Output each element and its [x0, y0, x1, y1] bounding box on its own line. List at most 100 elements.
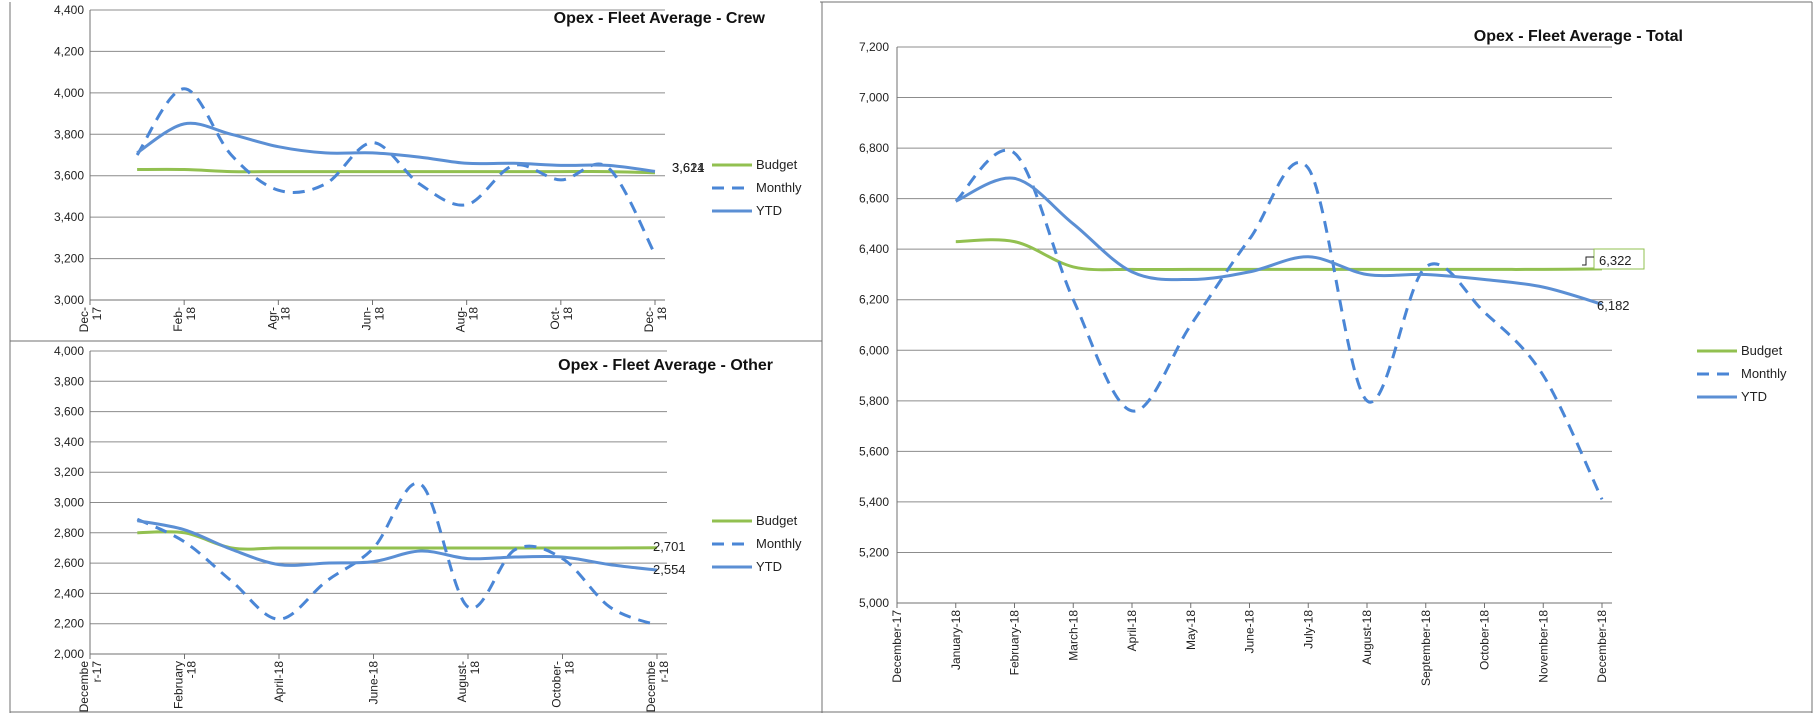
series-line-ytd [955, 176, 1603, 306]
y-tick-label: 2,200 [54, 617, 84, 631]
y-tick-label: 7,000 [859, 91, 889, 105]
x-tick-label: August-18 [455, 661, 482, 703]
x-tick-label: June-18 [367, 661, 381, 705]
x-tick-label-line: 17 [90, 307, 104, 321]
chart-title: Opex - Fleet Average - Total [1474, 28, 1683, 45]
x-tick-label-line: May-18 [1184, 610, 1198, 650]
y-tick-label: 6,000 [859, 343, 889, 357]
x-tick-label-line: Dec- [642, 307, 656, 332]
y-tick-label: 6,800 [859, 141, 889, 155]
x-tick-label: Oct-18 [548, 307, 575, 330]
series-line-monthly [136, 481, 658, 627]
y-tick-label: 3,200 [54, 465, 84, 479]
x-tick-label-line: Decembe [644, 661, 658, 713]
x-tick-label-line: September-18 [1419, 610, 1433, 686]
chart-title: Opex - Fleet Average - Other [558, 357, 773, 374]
x-tick-label-line: Jun- [360, 307, 374, 330]
y-tick-label: 3,400 [54, 210, 84, 224]
y-tick-label: 3,800 [54, 127, 84, 141]
x-tick-label-line: -18 [185, 661, 199, 679]
x-tick-label-line: 18 [468, 661, 482, 675]
y-tick-label: 4,000 [54, 86, 84, 100]
legend-label-monthly: Monthly [1741, 366, 1787, 381]
y-tick-label: 5,400 [859, 495, 889, 509]
x-tick-label-line: 18 [467, 307, 481, 321]
x-tick-label-line: 18 [655, 307, 669, 321]
y-tick-label: 6,600 [859, 192, 889, 206]
x-tick-label: Feb-18 [171, 307, 198, 332]
x-tick-label: October-18 [550, 661, 577, 708]
legend-label-ytd: YTD [1741, 389, 1767, 404]
chart-other: 2,000 2,200 2,400 2,600 2,800 3,000 3,200 3,400… [54, 344, 802, 712]
x-tick-label-line: October- [550, 661, 564, 708]
series-line-ytd [136, 121, 656, 173]
series-line-monthly [954, 148, 1604, 501]
x-tick-label: January-18 [949, 610, 963, 670]
x-tick-label-line: 18 [278, 307, 292, 321]
x-tick-label: March-18 [1066, 610, 1080, 661]
y-tick-label: 2,400 [54, 586, 84, 600]
x-tick-label-line: November-18 [1536, 610, 1550, 683]
x-tick-label: Dec-18 [642, 307, 669, 333]
y-tick-label: 6,400 [859, 242, 889, 256]
chart-crew: 3,000 3,200 3,400 3,600 3,800 4,000 4,200 4,400… [54, 3, 802, 332]
legend-label-monthly: Monthly [756, 536, 802, 551]
series-line-budget [137, 530, 658, 551]
x-tick-label-line: 18 [561, 307, 575, 321]
x-tick-label: December-17 [77, 661, 104, 713]
x-tick-label-line: April-18 [1125, 610, 1139, 652]
y-tick-label: 5,600 [859, 444, 889, 458]
legend-label-ytd: YTD [756, 559, 782, 574]
x-tick-label-line: 18 [184, 307, 198, 321]
x-tick-label-line: Aug- [454, 307, 468, 332]
y-tick-label: 5,800 [859, 394, 889, 408]
y-tick-label: 5,000 [859, 596, 889, 610]
y-tick-label: 4,000 [54, 344, 84, 358]
y-tick-label: 3,800 [54, 374, 84, 388]
x-tick-label-line: August-18 [1360, 610, 1374, 665]
x-tick-label-line: February [172, 661, 186, 709]
end-label: 6,182 [1597, 298, 1630, 313]
x-tick-label: December-18 [1595, 610, 1609, 683]
x-tick-label-line: July-18 [1301, 610, 1315, 649]
x-tick-label-line: Agr- [265, 307, 279, 330]
y-tick-label: 3,000 [54, 496, 84, 510]
x-tick-label: April-18 [1125, 610, 1139, 652]
y-tick-label: 2,800 [54, 526, 84, 540]
legend-label-monthly: Monthly [756, 180, 802, 195]
y-tick-label: 3,600 [54, 405, 84, 419]
x-tick-label-line: December-18 [1595, 610, 1609, 683]
series-line-budget [955, 238, 1603, 272]
x-tick-label-line: February-18 [1008, 610, 1022, 676]
end-label: 2,554 [653, 562, 686, 577]
legend-label-budget: Budget [756, 157, 798, 172]
x-tick-label-line: June-18 [1243, 610, 1257, 654]
y-tick-label: 4,400 [54, 3, 84, 17]
x-tick-label: September-18 [1419, 610, 1433, 686]
legend-label-budget: Budget [1741, 343, 1783, 358]
x-tick-label-line: March-18 [1066, 610, 1080, 661]
y-tick-label: 3,200 [54, 252, 84, 266]
x-tick-label: August-18 [1360, 610, 1374, 665]
series-line-monthly [135, 87, 657, 256]
x-tick-label-line: June-18 [367, 661, 381, 705]
legend-label-budget: Budget [756, 513, 798, 528]
x-tick-label-line: August- [455, 661, 469, 702]
y-tick-label: 3,400 [54, 435, 84, 449]
end-label: 3,614 [672, 160, 705, 175]
y-tick-label: 7,200 [859, 40, 889, 54]
y-tick-label: 3,600 [54, 169, 84, 183]
x-tick-label-line: April-18 [272, 661, 286, 703]
x-tick-label-line: Oct- [548, 307, 562, 330]
x-tick-label-line: 18 [563, 661, 577, 675]
x-tick-label-line: Feb- [171, 307, 185, 332]
x-tick-label: Agr-18 [265, 307, 292, 330]
y-tick-label: 6,200 [859, 293, 889, 307]
x-tick-label-line: r-17 [90, 661, 104, 683]
end-label: 2,701 [653, 539, 686, 554]
x-tick-label: July-18 [1301, 610, 1315, 649]
chart-total: 5,000 5,200 5,400 5,600 5,800 6,000 6,200 6,400… [859, 28, 1787, 686]
x-tick-label: December-17 [890, 610, 904, 683]
x-tick-label: December-18 [644, 661, 671, 713]
x-tick-label: April-18 [272, 661, 286, 703]
